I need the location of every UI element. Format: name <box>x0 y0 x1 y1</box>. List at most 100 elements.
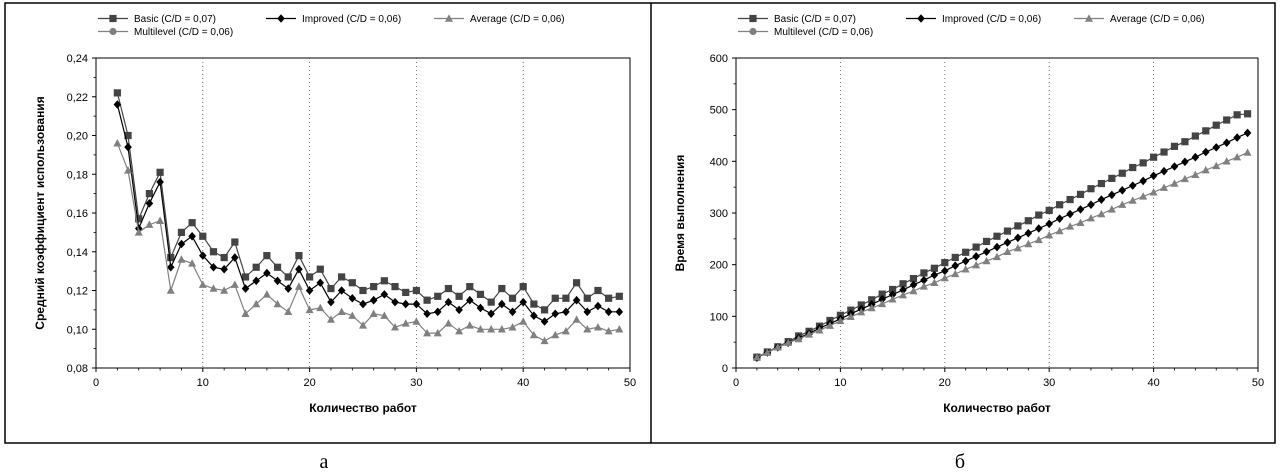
data-point <box>124 166 133 174</box>
data-point <box>156 168 164 176</box>
data-point <box>930 278 939 286</box>
data-point <box>1212 121 1220 129</box>
data-point <box>455 292 463 300</box>
data-point <box>825 321 834 329</box>
data-point <box>188 259 197 267</box>
data-point <box>466 283 474 291</box>
data-point <box>508 294 517 302</box>
data-point <box>920 275 928 285</box>
data-point <box>1180 174 1189 183</box>
data-point <box>209 248 218 256</box>
data-point <box>763 348 772 356</box>
data-point <box>752 352 761 361</box>
data-point <box>961 256 970 266</box>
data-point <box>294 282 303 290</box>
data-point <box>1066 222 1075 230</box>
data-point <box>508 323 517 331</box>
data-point <box>572 315 581 323</box>
legend-label: Basic (C/D = 0,07) <box>774 14 856 25</box>
data-point <box>561 326 570 335</box>
data-point <box>1024 239 1033 248</box>
data-point <box>263 252 271 260</box>
data-point <box>583 307 592 317</box>
legend-marker <box>277 14 285 23</box>
data-point <box>1097 209 1106 218</box>
y-tick-label: 400 <box>710 156 728 168</box>
data-point <box>1118 200 1127 208</box>
data-point <box>1170 162 1179 171</box>
data-point <box>412 299 421 309</box>
data-point <box>562 307 570 317</box>
data-point <box>1076 205 1085 214</box>
data-point <box>177 228 186 236</box>
data-point <box>551 309 560 319</box>
data-point <box>1087 200 1095 210</box>
x-tick-label: 50 <box>624 377 636 389</box>
data-point <box>551 330 560 339</box>
data-point <box>846 312 855 321</box>
data-point <box>1149 188 1158 196</box>
x-tick-label: 50 <box>1252 377 1264 389</box>
data-point <box>412 286 420 295</box>
data-point <box>572 295 581 305</box>
data-point <box>434 292 442 300</box>
data-point <box>401 319 410 327</box>
data-point <box>466 295 474 305</box>
data-point <box>540 317 549 326</box>
y-tick-label: 500 <box>710 105 728 117</box>
data-point <box>1045 231 1054 239</box>
y-tick-label: 100 <box>710 311 728 323</box>
data-point <box>920 269 928 277</box>
data-point <box>316 303 325 312</box>
data-point <box>1118 185 1127 195</box>
data-point <box>540 336 549 345</box>
data-point <box>380 277 388 285</box>
data-point <box>982 237 991 246</box>
data-point <box>295 264 303 274</box>
data-point <box>444 319 453 327</box>
data-point <box>940 273 949 282</box>
data-point <box>423 309 431 319</box>
data-point <box>252 276 260 286</box>
y-axis-title: Время выполнения <box>673 155 687 272</box>
data-point <box>593 323 602 331</box>
data-point <box>348 293 357 303</box>
data-point <box>124 142 132 152</box>
data-point <box>230 280 239 288</box>
data-point <box>1243 128 1252 138</box>
data-point <box>166 262 175 272</box>
data-point <box>930 270 939 280</box>
data-point <box>241 273 250 281</box>
data-point <box>1086 213 1095 222</box>
data-point <box>888 295 897 303</box>
data-point <box>605 294 613 302</box>
data-point <box>919 282 928 290</box>
data-point <box>326 315 335 323</box>
data-point <box>423 328 432 337</box>
data-point <box>583 294 591 302</box>
data-point <box>220 286 229 294</box>
chart-panel-b: 0 10 20 30 40 500100200300400500600Количество… <box>673 14 1264 415</box>
data-point <box>1160 148 1168 156</box>
y-tick-label: 0,10 <box>67 324 88 336</box>
data-point <box>909 280 918 290</box>
data-point <box>784 338 793 346</box>
data-point <box>878 299 887 308</box>
data-point <box>188 219 196 227</box>
x-axis-title: Количество работ <box>943 401 1051 415</box>
data-point <box>113 89 121 97</box>
data-point <box>1181 157 1189 167</box>
data-point <box>583 325 592 333</box>
y-tick-label: 600 <box>710 53 728 65</box>
y-tick-label: 300 <box>710 208 728 220</box>
data-point <box>1107 205 1116 213</box>
data-point <box>359 286 367 295</box>
y-tick-label: 200 <box>710 260 728 272</box>
data-point <box>615 307 624 317</box>
data-point <box>1045 219 1053 229</box>
legend-marker <box>1085 14 1093 22</box>
data-point <box>1014 222 1022 230</box>
data-point <box>316 265 324 273</box>
chart-panel-a: 0 10 20 30 40 50 0,08 0,10 0,12 0,14 0,16 0,18 0,20 0… <box>33 14 636 415</box>
legend-marker <box>749 27 757 36</box>
